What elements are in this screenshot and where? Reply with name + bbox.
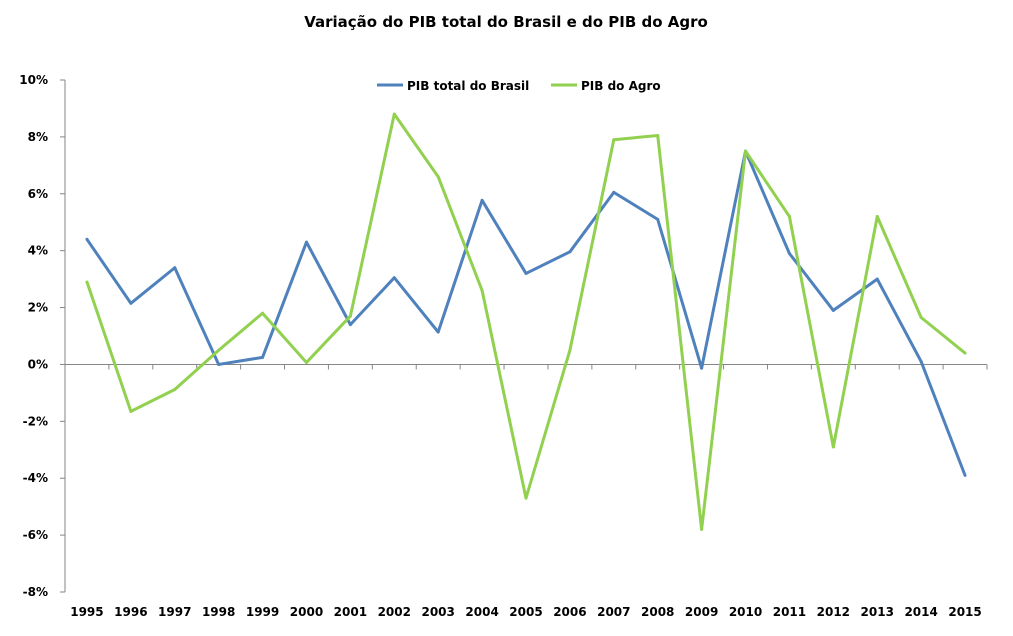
legend: PIB total do Brasil PIB do Agro [377,79,661,93]
data-point [348,314,352,318]
x-tick-label: 2005 [509,605,542,619]
data-point [787,252,791,256]
legend-label-pib-total: PIB total do Brasil [407,79,529,93]
x-tick-label: 1995 [70,605,103,619]
data-point [217,348,221,352]
x-tick-label: 2010 [729,605,762,619]
data-point [436,175,440,179]
x-tick-label: 2004 [465,605,498,619]
data-point [173,266,177,270]
x-tick-label: 2015 [948,605,981,619]
y-tick-label: 4% [28,244,48,258]
data-point [304,360,308,364]
series-line-pib-total [85,149,967,476]
data-point [480,198,484,202]
data-point [348,323,352,327]
x-tick-label: 2003 [421,605,454,619]
data-point [919,316,923,320]
data-point [612,138,616,142]
x-tick-label: 2007 [597,605,630,619]
data-point [831,445,835,449]
data-point [700,527,704,531]
data-point [392,112,396,116]
legend-label-pib-agro: PIB do Agro [581,79,661,93]
x-tick-label: 2011 [773,605,806,619]
data-point [129,409,133,413]
data-point [480,288,484,292]
data-point [85,280,89,284]
data-point [612,190,616,194]
x-tick-label: 2000 [290,605,323,619]
data-point [217,362,221,366]
y-tick-label: 0% [28,357,48,371]
data-point [744,149,748,153]
y-tick-label: 2% [28,301,48,315]
y-tick-label: -6% [23,528,48,542]
series-line-pib-agro [85,112,966,531]
y-tick-label: -4% [23,471,48,485]
data-point [392,276,396,280]
y-tick-label: 6% [28,187,48,201]
x-tick-label: 1999 [246,605,279,619]
data-point [656,133,660,137]
data-point [524,271,528,275]
x-tick-label: 2008 [641,605,674,619]
y-tick-label: -2% [23,414,48,428]
data-point [568,250,572,254]
data-point [568,348,572,352]
x-tick-label: 2012 [817,605,850,619]
data-point [656,217,660,221]
data-point [831,308,835,312]
data-point [261,355,265,359]
data-point [787,215,791,219]
data-point [700,366,704,370]
x-tick-label: 2009 [685,605,718,619]
data-point [919,360,923,364]
data-point [173,387,177,391]
data-point [304,240,308,244]
x-tick-label: 2006 [553,605,586,619]
y-tick-label: 8% [28,130,48,144]
x-tick-label: 2002 [378,605,411,619]
data-point [963,351,967,355]
x-tick-label: 1997 [158,605,191,619]
x-tick-label: 2014 [904,605,937,619]
data-point [261,311,265,315]
x-tick-label: 1998 [202,605,235,619]
data-point [875,277,879,281]
data-point [524,496,528,500]
y-tick-label: -8% [23,585,48,599]
data-point [129,301,133,305]
x-tick-label: 2013 [861,605,894,619]
data-point [875,215,879,219]
chart-title: Variação do PIB total do Brasil e do PIB… [304,13,708,31]
x-tick-label: 2001 [334,605,367,619]
x-tick-label: 1996 [114,605,147,619]
data-point [963,473,967,477]
data-point [85,237,89,241]
y-tick-label: 10% [19,73,48,87]
data-point [436,330,440,334]
